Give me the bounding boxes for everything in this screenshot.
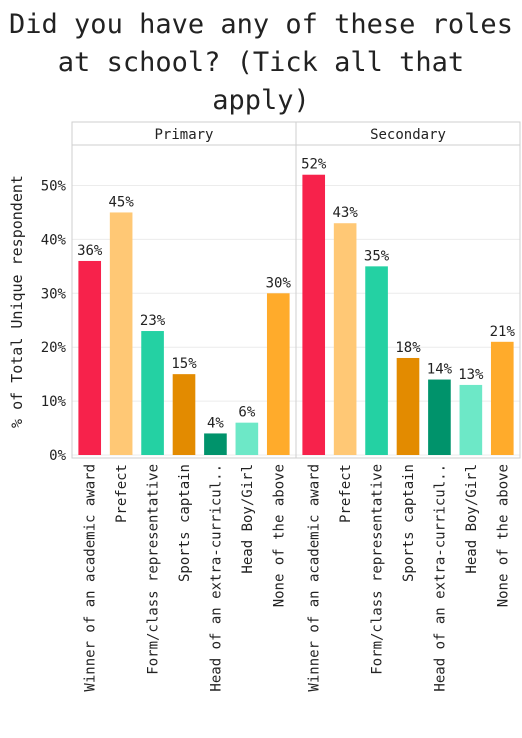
x-tick-label: Form/class representative <box>146 464 162 675</box>
bar-value-label: 52% <box>301 157 327 173</box>
bar <box>172 374 196 455</box>
y-axis-label: % of Total Unique respondent <box>8 175 26 428</box>
y-tick-label: 10% <box>41 394 67 410</box>
x-tick-label: Head Boy/Girl <box>240 464 256 574</box>
y-tick-label: 20% <box>41 340 67 356</box>
bar-value-label: 15% <box>171 356 197 372</box>
facet-label: Primary <box>154 127 213 143</box>
x-tick-label: Head Boy/Girl <box>464 464 480 574</box>
x-tick-label: Form/class representative <box>370 464 386 675</box>
bar <box>204 433 227 455</box>
bar <box>266 293 290 455</box>
bar-value-label: 45% <box>108 194 134 210</box>
bar <box>490 341 514 455</box>
bar <box>78 260 102 455</box>
bar <box>365 266 388 455</box>
x-tick-label: Sports captain <box>401 464 417 582</box>
bar <box>141 331 164 455</box>
x-tick-label: Head of an extra-curricul.. <box>208 464 224 692</box>
chart-title: Did you have any of these roles at schoo… <box>9 9 513 116</box>
bar-value-label: 21% <box>490 324 516 340</box>
y-tick-label: 0% <box>49 448 66 464</box>
x-tick-label: Winner of an academic award <box>307 464 323 692</box>
x-tick-label: None of the above <box>495 464 511 607</box>
bar <box>302 174 326 455</box>
x-tick-label: Sports captain <box>177 464 193 582</box>
x-tick-label: Prefect <box>338 464 354 523</box>
bar-value-label: 18% <box>395 340 421 356</box>
x-tick-label: None of the above <box>271 464 287 607</box>
bar <box>428 379 451 455</box>
bar <box>459 384 483 455</box>
bar-value-label: 43% <box>332 205 358 221</box>
bar-value-label: 13% <box>458 367 484 383</box>
bar <box>235 422 259 455</box>
x-tick-label: Prefect <box>114 464 130 523</box>
bar-value-label: 36% <box>77 243 103 259</box>
bar-value-label: 6% <box>238 405 255 421</box>
bar <box>333 223 357 455</box>
y-tick-label: 50% <box>41 179 67 195</box>
facet-label: Secondary <box>370 127 446 143</box>
y-tick-label: 40% <box>41 232 67 248</box>
bar-value-label: 14% <box>427 362 453 378</box>
y-tick-label: 30% <box>41 286 67 302</box>
bar <box>396 357 420 455</box>
bar-value-label: 30% <box>266 275 292 291</box>
facet-panel <box>295 144 521 459</box>
bar-value-label: 35% <box>364 248 390 264</box>
bar-value-label: 4% <box>207 415 224 431</box>
bar-value-label: 23% <box>140 313 166 329</box>
bar <box>109 212 133 455</box>
x-tick-label: Winner of an academic award <box>83 464 99 692</box>
x-tick-label: Head of an extra-curricul.. <box>432 464 448 692</box>
